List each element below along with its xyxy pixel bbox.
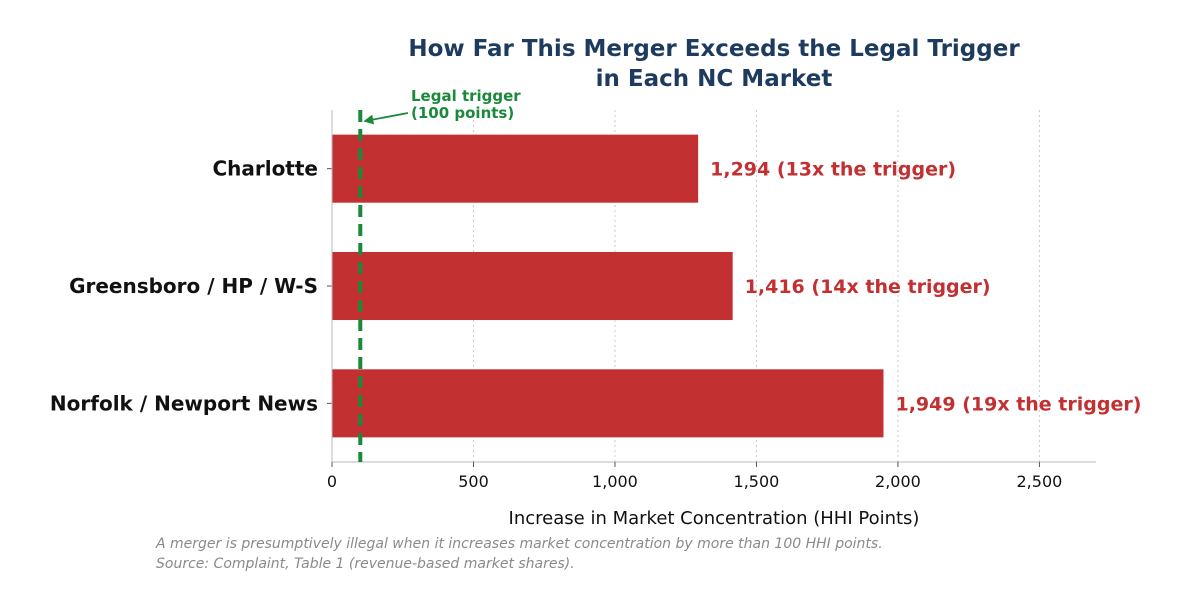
value-label-1: 1,416 (14x the trigger) [745, 276, 991, 298]
legal-trigger-label-line-2: (100 points) [411, 104, 514, 122]
threshold-annotation: Legal trigger(100 points) [358, 87, 521, 462]
legal-trigger-label-line-1: Legal trigger [411, 87, 521, 105]
category-label-2: Norfolk / Newport News [50, 391, 318, 415]
bar-1 [332, 251, 733, 321]
x-tick-label-0: 0 [327, 472, 337, 491]
footnote-source: Source: Complaint, Table 1 (revenue-base… [156, 556, 575, 572]
x-tick-label-5: 2,500 [1017, 472, 1063, 491]
chart-title-line-1: How Far This Merger Exceeds the Legal Tr… [408, 36, 1020, 62]
value-label-0: 1,294 (13x the trigger) [710, 159, 956, 181]
x-tick-label-2: 1,000 [592, 472, 638, 491]
legal-trigger-arrow [363, 112, 409, 125]
x-axis-label: Increase in Market Concentration (HHI Po… [509, 508, 920, 529]
bar-0 [332, 134, 699, 203]
x-tick-label-4: 2,000 [875, 472, 921, 491]
axes: 0 500 1,000 1,500 2,000 2,500 [327, 110, 1096, 491]
chart-title-line-2: in Each NC Market [596, 66, 833, 92]
x-tick-label-1: 500 [458, 472, 489, 491]
category-label-1: Greensboro / HP / W-S [69, 274, 318, 298]
x-tick-label-3: 1,500 [734, 472, 780, 491]
bar-2 [332, 369, 884, 438]
footnote-presumption: A merger is presumptively illegal when i… [155, 536, 883, 552]
value-label-2: 1,949 (19x the trigger) [895, 393, 1141, 415]
category-label-0: Charlotte [212, 157, 318, 181]
bars: Charlotte 1,294 (13x the trigger) Greensbo… [50, 134, 1141, 438]
